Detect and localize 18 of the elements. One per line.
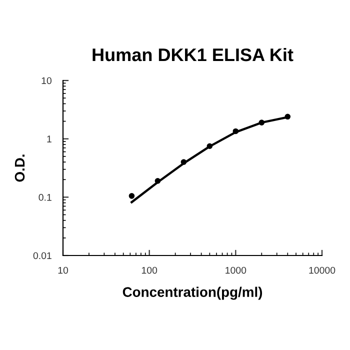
point	[232, 128, 239, 134]
x-tick-label: 100	[142, 266, 158, 274]
point	[206, 143, 213, 150]
y-axis-title: O.D.	[14, 154, 25, 182]
point	[154, 178, 161, 184]
x-tick-label: 10	[58, 266, 68, 274]
point	[128, 193, 135, 199]
point	[180, 159, 187, 165]
y-tick-label: 1	[47, 136, 52, 142]
chart-title: Human DKK1 ELISA Kit	[92, 48, 294, 62]
x-tick-label: 1000	[226, 266, 246, 274]
point	[258, 120, 265, 126]
x-axis-title: Concentration(pg/ml)	[122, 286, 262, 300]
point	[284, 114, 291, 120]
x-tick-label: 10000	[309, 266, 336, 274]
y-tick-label: 0.01	[33, 252, 52, 260]
y-tick-label: 10	[42, 77, 52, 84]
y-tick-label: 0.1	[38, 194, 52, 201]
